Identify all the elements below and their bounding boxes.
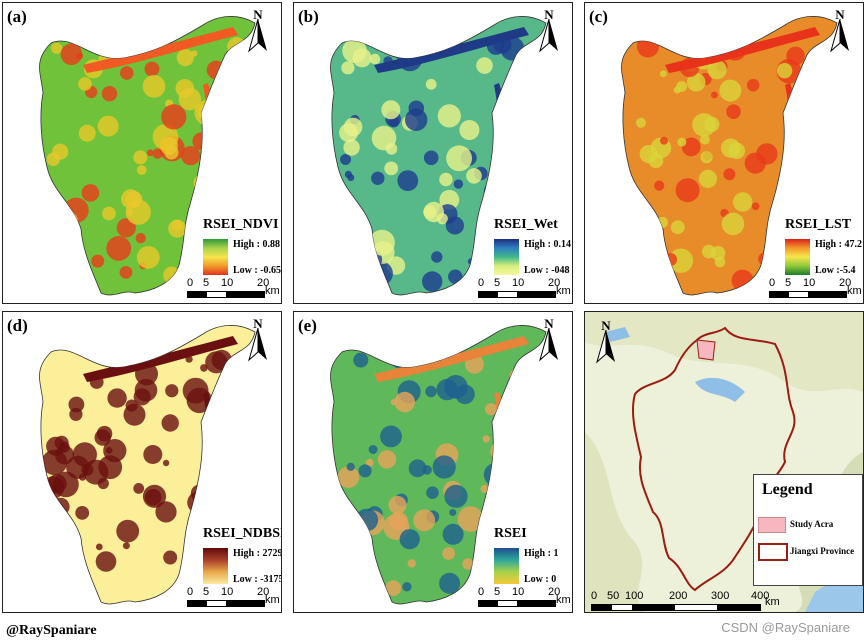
scale-tick: 10	[221, 586, 234, 598]
north-label: N	[253, 7, 263, 22]
scale-unit: km	[556, 285, 571, 297]
map-panel-d: (d) N RSEI_NDBSI High : 2729 Low : -3175…	[2, 311, 282, 613]
map-panel-e: (e) N RSEI High : 1 Low : 0 0 5 10 20 km	[293, 311, 573, 613]
scale-tick: 5	[203, 277, 210, 289]
north-arrow-icon: N	[536, 7, 562, 53]
high-value-label: High : 1	[524, 548, 559, 559]
color-ramp	[494, 548, 519, 584]
north-arrow-icon: N	[245, 7, 271, 53]
study-area-map	[39, 16, 256, 296]
low-value-label: Low :-5.4	[815, 265, 856, 276]
low-value-label: Low : -048	[524, 265, 570, 276]
index-title: RSEI	[494, 526, 527, 541]
scale-tick: 0	[591, 590, 598, 602]
scale-tick: 10	[512, 277, 525, 289]
high-value-label: High : 2729	[233, 548, 282, 559]
panel-label: (d)	[7, 316, 28, 335]
panel-label: (e)	[298, 316, 317, 335]
scale-unit: km	[265, 285, 280, 297]
legend-box: Legend Study Acra Jiangxi Province	[753, 474, 863, 586]
map-panel-b: (b) N RSEI_Wet High : 0.14 Low : -048 0 …	[293, 2, 573, 304]
scale-tick: 20	[548, 277, 561, 289]
scale-tick: 10	[512, 586, 525, 598]
scale-unit: km	[847, 285, 862, 297]
scale-tick: 400	[751, 590, 770, 602]
study-area-map	[330, 16, 547, 296]
index-title: RSEI_NDBSI	[203, 526, 282, 541]
watermark-text: CSDN @RaySpaniare	[721, 620, 850, 635]
overview-scale-bar: 0 50 100 200 300 400 km	[591, 590, 781, 612]
scale-tick: 20	[257, 586, 270, 598]
map-panel-c: (c) N RSEI_LST High : 47.2 Low :-5.4 0 5…	[584, 2, 864, 304]
panel-label: (a)	[7, 7, 27, 26]
north-arrow-icon: N	[536, 316, 562, 362]
scale-tick: 10	[803, 277, 816, 289]
scale-tick: 100	[625, 590, 644, 602]
scale-unit: km	[265, 594, 280, 606]
scale-bar: 0 5 10 20 km	[187, 586, 281, 610]
scale-tick: 0	[478, 586, 485, 598]
scale-tick: 0	[187, 277, 194, 289]
scale-tick: 200	[669, 590, 688, 602]
scale-tick: 20	[548, 586, 561, 598]
scale-tick: 20	[839, 277, 852, 289]
map-panel-a: (a) N RSEI_NDVI High : 0.88 Low : -0.65 …	[2, 2, 282, 304]
study-area-map	[39, 325, 256, 605]
scale-tick: 5	[494, 586, 501, 598]
study-area-map	[621, 16, 838, 296]
color-ramp	[785, 239, 810, 275]
province-label: Jiangxi Province	[790, 546, 855, 556]
north-label: N	[253, 316, 263, 331]
scale-tick: 5	[494, 277, 501, 289]
north-arrow-icon: N	[827, 7, 853, 53]
overview-map-panel: N Legend Study Acra Jiangxi Province 0 5…	[584, 311, 864, 613]
scale-tick: 300	[711, 590, 730, 602]
north-label: N	[544, 316, 554, 331]
low-value-label: Low : 0	[524, 574, 557, 585]
north-arrow-icon: N	[593, 318, 619, 364]
scale-tick: 0	[769, 277, 776, 289]
scale-bar: 0 5 10 20 km	[769, 277, 863, 301]
color-ramp	[494, 239, 519, 275]
scale-tick: 10	[221, 277, 234, 289]
color-ramp	[203, 239, 228, 275]
scale-tick: 5	[203, 586, 210, 598]
low-value-label: Low : -3175	[233, 574, 282, 585]
index-title: RSEI_LST	[785, 217, 852, 232]
scale-bar: 0 5 10 20 km	[187, 277, 281, 301]
high-value-label: High : 47.2	[815, 239, 862, 250]
scale-tick: 50	[607, 590, 620, 602]
scale-tick: 20	[257, 277, 270, 289]
north-label: N	[835, 7, 845, 22]
north-label: N	[544, 7, 554, 22]
study-area-map	[330, 325, 547, 605]
study-area-swatch	[758, 517, 786, 533]
scale-tick: 5	[785, 277, 792, 289]
province-swatch	[758, 543, 788, 561]
north-arrow-icon: N	[245, 316, 271, 362]
study-area-label: Study Acra	[790, 519, 834, 529]
panel-label: (c)	[589, 7, 608, 26]
scale-tick: 0	[187, 586, 194, 598]
scale-unit: km	[556, 594, 571, 606]
high-value-label: High : 0.88	[233, 239, 280, 250]
high-value-label: High : 0.14	[524, 239, 571, 250]
legend-title: Legend	[762, 481, 813, 498]
index-title: RSEI_Wet	[494, 217, 558, 232]
panel-label: (b)	[298, 7, 319, 26]
credit-text: @RaySpaniare	[6, 623, 97, 638]
scale-bar: 0 5 10 20 km	[478, 277, 572, 301]
scale-bar: 0 5 10 20 km	[478, 586, 572, 610]
index-title: RSEI_NDVI	[203, 217, 279, 232]
scale-unit: km	[765, 596, 780, 608]
scale-tick: 0	[478, 277, 485, 289]
north-label: N	[601, 318, 611, 333]
color-ramp	[203, 548, 228, 584]
low-value-label: Low : -0.65	[233, 265, 282, 276]
